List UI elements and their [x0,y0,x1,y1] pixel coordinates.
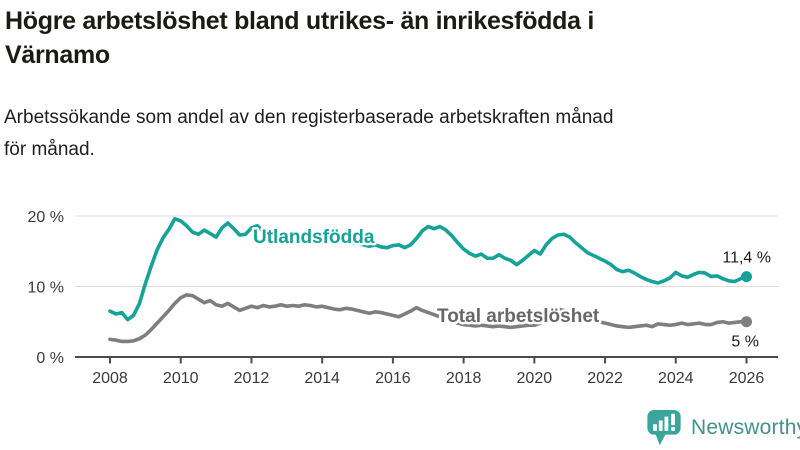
chart-subtitle: Arbetssökande som andel av den registerb… [4,102,794,166]
x-tick-label-2016: 2016 [375,370,411,387]
chart-title-line-2: Värnamo [5,41,110,69]
chart-subtitle-line-1: Arbetssökande som andel av den registerb… [4,107,614,128]
x-tick-label-2010: 2010 [163,370,199,387]
x-tick-label-2008: 2008 [92,370,128,387]
x-tick-label-2022: 2022 [587,370,623,387]
chart-subtitle-line-2: för månad. [4,139,95,160]
series-label-utlandsfodda: Utlandsfödda [253,227,375,248]
y-tick-label-20: 20 % [28,209,64,226]
newsworthy-logo[interactable]: Newsworthy [646,409,800,447]
end-value-label-total: 5 % [731,334,759,351]
chart-title: Högre arbetslöshet bland utrikes- än inr… [5,4,785,72]
chart-title-line-1: Högre arbetslöshet bland utrikes- än inr… [5,7,594,35]
bar-chart-speech-bubble-icon [647,409,681,446]
x-tick-label-2012: 2012 [234,370,270,387]
end-value-label-utlandsfodda: 11,4 % [722,250,771,267]
series-end-dot-total [740,316,752,328]
x-tick-label-2020: 2020 [517,370,553,387]
x-tick-label-2014: 2014 [304,370,340,387]
line-chart: 2008 2010 2012 2014 2016 2018 2020 2022 2024 2026… [28,209,778,387]
x-tick-label-2018: 2018 [446,370,482,387]
y-tick-label-0: 0 % [36,350,64,367]
newsworthy-logo-text: Newsworthy [691,416,800,439]
series-line-total [108,293,749,344]
x-tick-label-2024: 2024 [658,370,694,387]
series-end-dot-utlandsfodda [740,271,752,283]
x-tick-label-2026: 2026 [729,370,765,387]
series-label-total-arbetsloshet: Total arbetslöshet [437,306,600,327]
y-tick-label-10: 10 % [28,279,64,296]
series-line-utlandsfodda [108,216,749,322]
